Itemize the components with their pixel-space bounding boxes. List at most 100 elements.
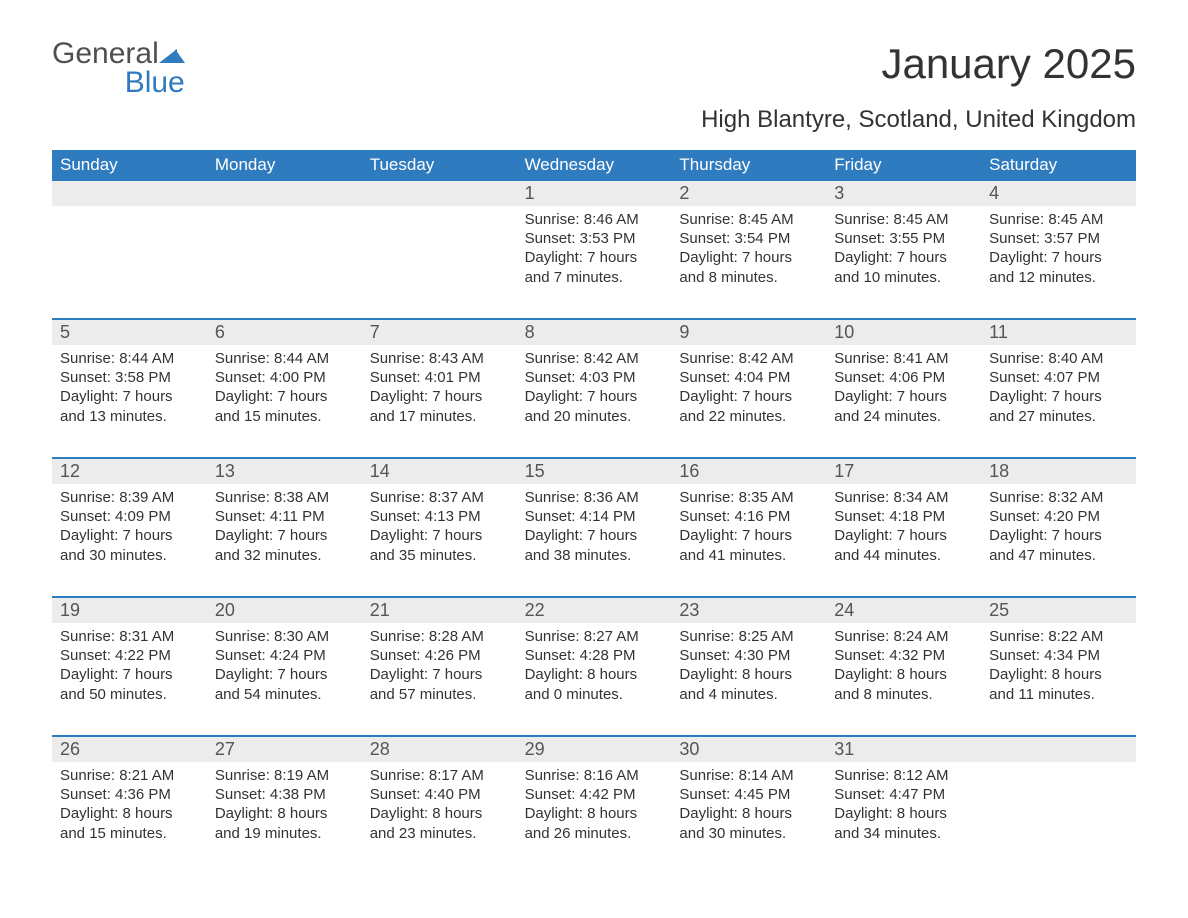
day-number: 25	[981, 598, 1136, 623]
day-number	[981, 737, 1136, 762]
daylight: Daylight: 7 hours and 27 minutes.	[989, 387, 1128, 425]
sunrise: Sunrise: 8:39 AM	[60, 488, 199, 507]
day-cell: Sunrise: 8:36 AMSunset: 4:14 PMDaylight:…	[517, 484, 672, 580]
sunset: Sunset: 4:20 PM	[989, 507, 1128, 526]
day-header: Wednesday	[517, 150, 672, 181]
sunset: Sunset: 4:32 PM	[834, 646, 973, 665]
week-row: 567891011Sunrise: 8:44 AMSunset: 3:58 PM…	[52, 318, 1136, 441]
day-cell: Sunrise: 8:14 AMSunset: 4:45 PMDaylight:…	[671, 762, 826, 858]
daylight: Daylight: 8 hours and 23 minutes.	[370, 804, 509, 842]
day-number: 8	[517, 320, 672, 345]
sunrise: Sunrise: 8:45 AM	[989, 210, 1128, 229]
day-cell: Sunrise: 8:40 AMSunset: 4:07 PMDaylight:…	[981, 345, 1136, 441]
day-cell	[981, 762, 1136, 858]
sunset: Sunset: 4:07 PM	[989, 368, 1128, 387]
day-header: Sunday	[52, 150, 207, 181]
day-number: 3	[826, 181, 981, 206]
sunset: Sunset: 4:06 PM	[834, 368, 973, 387]
sunset: Sunset: 4:47 PM	[834, 785, 973, 804]
sunrise: Sunrise: 8:46 AM	[525, 210, 664, 229]
daynum-row: 19202122232425	[52, 598, 1136, 623]
sunrise: Sunrise: 8:31 AM	[60, 627, 199, 646]
day-number: 20	[207, 598, 362, 623]
day-cell: Sunrise: 8:32 AMSunset: 4:20 PMDaylight:…	[981, 484, 1136, 580]
sunset: Sunset: 4:13 PM	[370, 507, 509, 526]
daylight: Daylight: 7 hours and 44 minutes.	[834, 526, 973, 564]
week-row: 1234Sunrise: 8:46 AMSunset: 3:53 PMDayli…	[52, 181, 1136, 302]
sunrise: Sunrise: 8:22 AM	[989, 627, 1128, 646]
sunrise: Sunrise: 8:38 AM	[215, 488, 354, 507]
day-header: Thursday	[671, 150, 826, 181]
sunset: Sunset: 4:18 PM	[834, 507, 973, 526]
daylight: Daylight: 8 hours and 34 minutes.	[834, 804, 973, 842]
daylight: Daylight: 8 hours and 4 minutes.	[679, 665, 818, 703]
sunset: Sunset: 3:53 PM	[525, 229, 664, 248]
day-cell: Sunrise: 8:38 AMSunset: 4:11 PMDaylight:…	[207, 484, 362, 580]
daylight: Daylight: 8 hours and 0 minutes.	[525, 665, 664, 703]
day-number: 1	[517, 181, 672, 206]
day-number: 12	[52, 459, 207, 484]
day-number: 30	[671, 737, 826, 762]
day-number: 16	[671, 459, 826, 484]
daylight: Daylight: 7 hours and 57 minutes.	[370, 665, 509, 703]
day-number	[52, 181, 207, 206]
day-header: Friday	[826, 150, 981, 181]
sunrise: Sunrise: 8:24 AM	[834, 627, 973, 646]
sunset: Sunset: 4:26 PM	[370, 646, 509, 665]
sunset: Sunset: 3:55 PM	[834, 229, 973, 248]
day-cell: Sunrise: 8:16 AMSunset: 4:42 PMDaylight:…	[517, 762, 672, 858]
day-cell: Sunrise: 8:34 AMSunset: 4:18 PMDaylight:…	[826, 484, 981, 580]
weeks-container: 1234Sunrise: 8:46 AMSunset: 3:53 PMDayli…	[52, 181, 1136, 858]
logo-text-blue: Blue	[52, 69, 185, 98]
sunset: Sunset: 4:34 PM	[989, 646, 1128, 665]
sunrise: Sunrise: 8:35 AM	[679, 488, 818, 507]
page-title: January 2025	[701, 40, 1136, 88]
sunrise: Sunrise: 8:44 AM	[60, 349, 199, 368]
day-cell: Sunrise: 8:37 AMSunset: 4:13 PMDaylight:…	[362, 484, 517, 580]
sunset: Sunset: 4:09 PM	[60, 507, 199, 526]
daylight: Daylight: 7 hours and 35 minutes.	[370, 526, 509, 564]
sunrise: Sunrise: 8:16 AM	[525, 766, 664, 785]
logo: General Blue	[52, 40, 185, 97]
logo-wing-icon	[175, 49, 185, 63]
sunset: Sunset: 3:58 PM	[60, 368, 199, 387]
sunset: Sunset: 4:40 PM	[370, 785, 509, 804]
sunset: Sunset: 4:16 PM	[679, 507, 818, 526]
header: General Blue January 2025 High Blantyre,…	[52, 40, 1136, 134]
daylight: Daylight: 8 hours and 8 minutes.	[834, 665, 973, 703]
sunrise: Sunrise: 8:30 AM	[215, 627, 354, 646]
sunrise: Sunrise: 8:42 AM	[525, 349, 664, 368]
week-row: 12131415161718Sunrise: 8:39 AMSunset: 4:…	[52, 457, 1136, 580]
day-number: 11	[981, 320, 1136, 345]
sunrise: Sunrise: 8:27 AM	[525, 627, 664, 646]
day-cell: Sunrise: 8:39 AMSunset: 4:09 PMDaylight:…	[52, 484, 207, 580]
day-cell: Sunrise: 8:21 AMSunset: 4:36 PMDaylight:…	[52, 762, 207, 858]
sunset: Sunset: 3:54 PM	[679, 229, 818, 248]
day-number: 29	[517, 737, 672, 762]
sunset: Sunset: 4:11 PM	[215, 507, 354, 526]
sunset: Sunset: 4:30 PM	[679, 646, 818, 665]
day-cell: Sunrise: 8:12 AMSunset: 4:47 PMDaylight:…	[826, 762, 981, 858]
day-number: 27	[207, 737, 362, 762]
day-number: 9	[671, 320, 826, 345]
daylight: Daylight: 8 hours and 11 minutes.	[989, 665, 1128, 703]
day-cell: Sunrise: 8:28 AMSunset: 4:26 PMDaylight:…	[362, 623, 517, 719]
sunrise: Sunrise: 8:45 AM	[679, 210, 818, 229]
day-number: 26	[52, 737, 207, 762]
day-cell: Sunrise: 8:30 AMSunset: 4:24 PMDaylight:…	[207, 623, 362, 719]
day-number: 17	[826, 459, 981, 484]
daylight: Daylight: 8 hours and 26 minutes.	[525, 804, 664, 842]
day-headers: SundayMondayTuesdayWednesdayThursdayFrid…	[52, 150, 1136, 181]
day-number: 7	[362, 320, 517, 345]
day-cell: Sunrise: 8:27 AMSunset: 4:28 PMDaylight:…	[517, 623, 672, 719]
sunrise: Sunrise: 8:14 AM	[679, 766, 818, 785]
sunset: Sunset: 4:36 PM	[60, 785, 199, 804]
day-header: Saturday	[981, 150, 1136, 181]
sunset: Sunset: 4:01 PM	[370, 368, 509, 387]
day-cell: Sunrise: 8:19 AMSunset: 4:38 PMDaylight:…	[207, 762, 362, 858]
day-number: 28	[362, 737, 517, 762]
day-number: 22	[517, 598, 672, 623]
day-number: 24	[826, 598, 981, 623]
day-cell: Sunrise: 8:44 AMSunset: 3:58 PMDaylight:…	[52, 345, 207, 441]
day-cell: Sunrise: 8:44 AMSunset: 4:00 PMDaylight:…	[207, 345, 362, 441]
